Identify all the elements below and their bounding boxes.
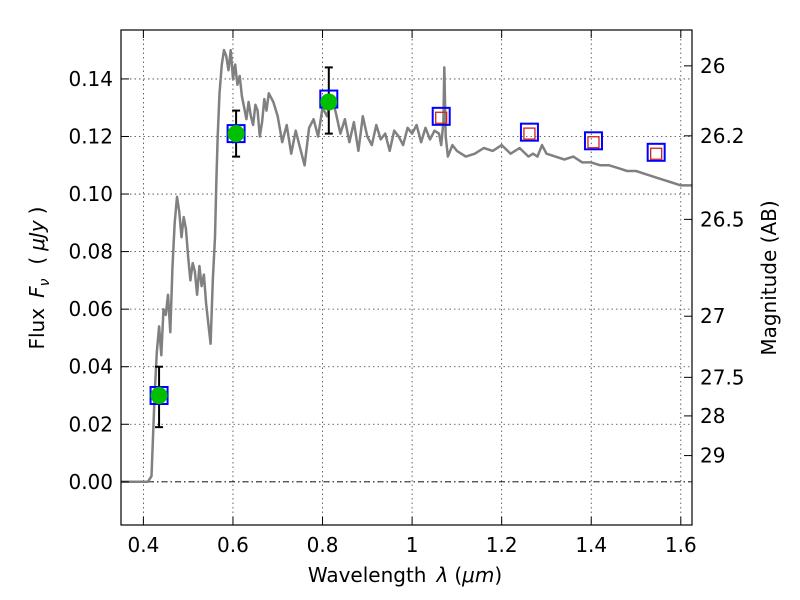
x-tick-label: 0.6: [217, 533, 249, 557]
upper-limit-box: [435, 111, 448, 124]
x-axis-unit-close: ): [494, 563, 502, 587]
y2-tick-label: 28: [700, 404, 725, 428]
model-photometry-box: [646, 142, 666, 162]
y-tick-label: 0.10: [68, 182, 113, 206]
y-axis-subscript: ν: [37, 278, 53, 286]
x-tick-label: 1.4: [575, 533, 607, 557]
model-photometry-box: [583, 131, 603, 151]
y-axis-label-text: Flux: [25, 308, 49, 350]
y-axis-label: Flux Fν ( μJy): [25, 206, 53, 349]
x-axis-unit-open: (: [454, 563, 462, 587]
y2-tick-label: 26: [700, 54, 725, 78]
y2-tick-label: 26.2: [700, 124, 745, 148]
y-axis-unit: μJy: [25, 219, 49, 252]
x-tick-label: 1.6: [665, 533, 697, 557]
model-photometry-box: [431, 106, 451, 126]
y-tick-label: 0.04: [68, 355, 113, 379]
y2-tick-label: 26.5: [700, 207, 745, 231]
x-axis-unit: μm: [461, 563, 494, 587]
y2-axis-label: Magnitude (AB): [757, 200, 781, 355]
x-tick-label: 1: [406, 533, 419, 557]
y-tick-label: 0.06: [68, 297, 113, 321]
upper-limit-box: [587, 136, 600, 149]
x-axis-label-text: Wavelength: [308, 563, 427, 587]
y-axis-symbol: F: [25, 286, 49, 298]
detected-points: [150, 93, 338, 404]
x-tick-label: 0.8: [307, 533, 339, 557]
y-axis-unit-close: ): [25, 206, 49, 214]
error-bars: [155, 66, 333, 429]
y-tick-label: 0.00: [68, 470, 113, 494]
model-photometry-boxes: [149, 89, 666, 405]
detected-point: [320, 93, 338, 111]
x-axis-label: Wavelength λ (μm): [308, 563, 502, 587]
upper-limit-box: [650, 147, 663, 160]
y-tick-label: 0.08: [68, 240, 113, 264]
model-spectrum-line: [121, 48, 692, 484]
y2-tick-label: 27.5: [700, 365, 745, 389]
y-tick-label: 0.12: [68, 124, 113, 148]
y-axis-unit-open: (: [25, 257, 49, 265]
grid: [121, 30, 692, 525]
x-axis-symbol: λ: [435, 563, 448, 587]
detected-point: [150, 386, 168, 404]
axis-ticks: [121, 30, 692, 525]
y2-tick-label: 29: [700, 444, 725, 468]
x-tick-label: 0.4: [127, 533, 159, 557]
model-photometry-box: [519, 122, 539, 142]
tick-labels: 0.4 0.6 0.8 1 1.2 1.4 1.6 0.00 0.02 0.04 0.06 0.08 0…: [68, 54, 744, 557]
detected-point: [227, 125, 245, 143]
x-tick-label: 1.2: [486, 533, 518, 557]
y-tick-label: 0.14: [68, 67, 113, 91]
upper-limit-box: [523, 127, 536, 140]
y2-tick-label: 27: [700, 304, 725, 328]
plot-frame: [120, 29, 693, 526]
y-tick-label: 0.02: [68, 412, 113, 436]
